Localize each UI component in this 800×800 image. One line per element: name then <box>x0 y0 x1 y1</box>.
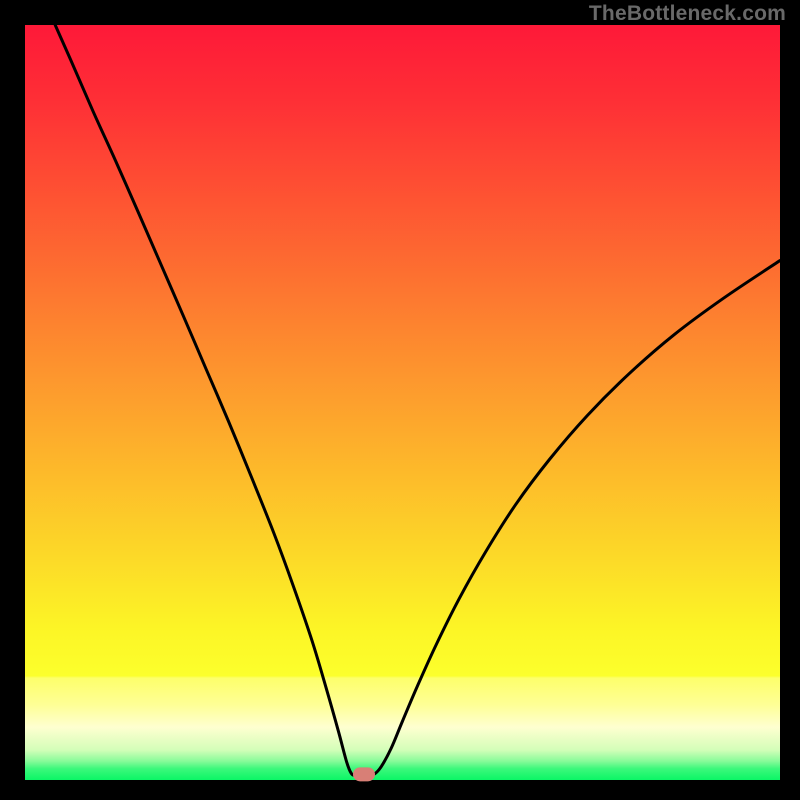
plot-area <box>25 25 780 780</box>
chart-container: { "watermark": { "text": "TheBottleneck.… <box>0 0 800 800</box>
bottleneck-chart <box>0 0 800 800</box>
optimal-marker <box>353 767 375 781</box>
watermark-text: TheBottleneck.com <box>589 2 786 26</box>
